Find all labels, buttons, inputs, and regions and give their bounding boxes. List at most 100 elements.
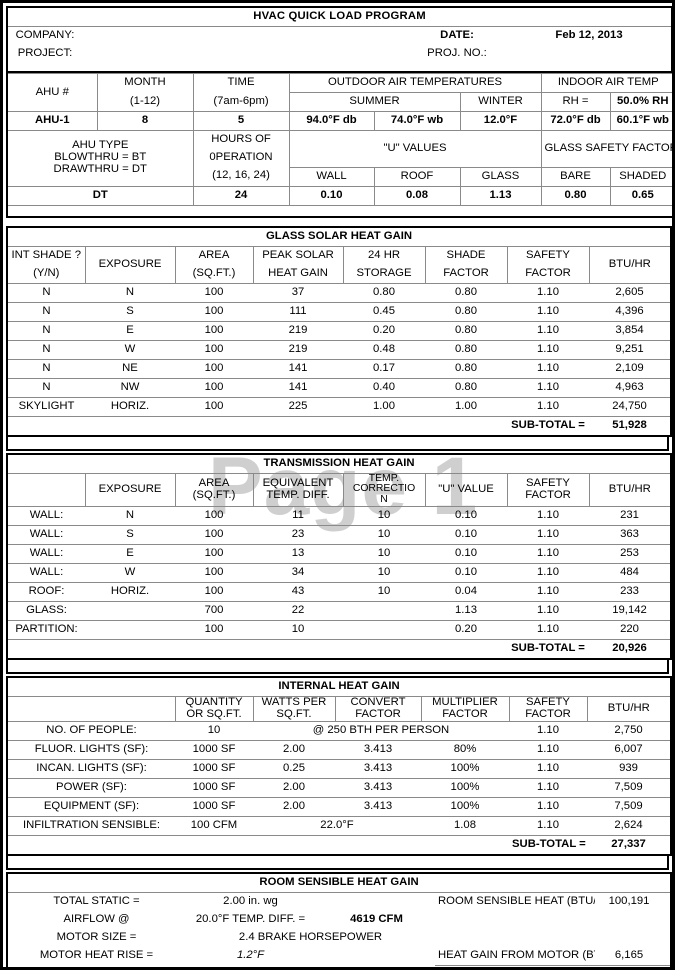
safety-cell[interactable]: 1.10 xyxy=(507,358,589,378)
int-shade-cell[interactable]: SKYLIGHT xyxy=(7,396,85,417)
area-cell[interactable]: 100 xyxy=(175,339,253,359)
u-roof-value[interactable]: 0.08 xyxy=(373,185,461,206)
company-value[interactable] xyxy=(82,27,252,46)
exposure-cell[interactable]: N xyxy=(85,506,175,526)
exposure-cell[interactable]: E xyxy=(85,544,175,564)
infiltration-quantity-cell[interactable]: 100 CFM xyxy=(175,815,253,836)
safety-cell[interactable]: 1.10 xyxy=(509,720,587,741)
int-shade-cell[interactable]: N xyxy=(7,282,85,302)
int-shade-cell[interactable]: N xyxy=(7,301,85,321)
area-cell[interactable]: 100 xyxy=(175,582,253,602)
quantity-cell[interactable]: 1000 SF xyxy=(175,739,253,760)
uvalue-cell[interactable]: 0.20 xyxy=(425,620,507,641)
table-row: WALL: S 100 23 10 0.10 1.10 363 xyxy=(7,525,672,545)
int-shade-cell[interactable]: N xyxy=(7,320,85,340)
indoor-db-value[interactable]: 72.0°F db xyxy=(540,111,611,131)
watts-cell[interactable]: 0.25 xyxy=(253,758,335,779)
safety-cell[interactable]: 1.10 xyxy=(507,320,589,340)
time-value[interactable]: 5 xyxy=(192,111,290,131)
watts-cell[interactable]: 2.00 xyxy=(253,739,335,760)
summer-db-value[interactable]: 94.0°F db xyxy=(288,111,375,131)
winter-value[interactable]: 12.0°F xyxy=(459,111,542,131)
exposure-cell[interactable]: NW xyxy=(85,377,175,397)
quantity-cell[interactable]: 1000 SF xyxy=(175,796,253,817)
exposure-cell[interactable] xyxy=(85,620,175,641)
exposure-cell[interactable] xyxy=(85,601,175,621)
quantity-header: QUANTITY OR SQ.FT. xyxy=(174,696,254,722)
total-static-value[interactable]: 2.00 in. wg xyxy=(223,895,278,908)
ahu-type-value[interactable]: DT xyxy=(6,185,194,206)
exposure-cell[interactable]: W xyxy=(85,339,175,359)
indoor-wb-value[interactable]: 60.1°F wb xyxy=(609,111,672,131)
motor-size-row: MOTOR SIZE = 2.4 BRAKE HORSEPOWER xyxy=(7,929,671,947)
area-cell[interactable]: 100 xyxy=(175,358,253,378)
safety-cell[interactable]: 1.10 xyxy=(507,396,589,417)
area-cell[interactable]: 700 xyxy=(175,601,253,621)
area-cell[interactable]: 100 xyxy=(175,563,253,583)
total-static-row: TOTAL STATIC = 2.00 in. wg ROOM SENSIBLE… xyxy=(7,892,671,911)
area-cell[interactable]: 100 xyxy=(175,506,253,526)
safety-cell[interactable]: 1.10 xyxy=(507,525,589,545)
exposure-cell[interactable]: NE xyxy=(85,358,175,378)
exposure-cell[interactable]: S xyxy=(85,525,175,545)
watts-cell[interactable]: 2.00 xyxy=(253,796,335,817)
safety-cell[interactable]: 1.10 xyxy=(507,544,589,564)
date-value[interactable]: Feb 12, 2013 xyxy=(555,29,623,42)
safety-cell[interactable]: 1.10 xyxy=(509,777,587,798)
rh-value[interactable]: 50.0% RH xyxy=(609,92,672,112)
safety-cell[interactable]: 1.10 xyxy=(509,739,587,760)
col-time-header: TIME xyxy=(192,73,290,93)
glass-shaded-value[interactable]: 0.65 xyxy=(609,185,672,206)
area-cell[interactable]: 100 xyxy=(175,301,253,321)
project-value[interactable] xyxy=(82,45,252,63)
airflow-temp-diff[interactable]: 20.0°F TEMP. DIFF. = xyxy=(195,913,306,926)
quantity-cell[interactable]: 1000 SF xyxy=(175,758,253,779)
safety-cell[interactable]: 1.10 xyxy=(509,815,587,836)
exposure-cell[interactable]: HORIZ. xyxy=(85,396,175,417)
watts-cell[interactable]: 2.00 xyxy=(253,777,335,798)
uvalue-cell: 0.04 xyxy=(425,582,507,602)
int-shade-cell[interactable]: N xyxy=(7,339,85,359)
area-cell[interactable]: 100 xyxy=(175,544,253,564)
proj-no-value[interactable] xyxy=(502,45,672,63)
safety-cell[interactable]: 1.10 xyxy=(507,339,589,359)
transmission-header-row: EXPOSURE AREA (SQ.FT.) EQUIVALENT TEMP. … xyxy=(7,472,672,508)
exposure-cell[interactable]: S xyxy=(85,301,175,321)
internal-title: INTERNAL HEAT GAIN xyxy=(7,676,672,698)
int-shade-cell[interactable]: N xyxy=(7,358,85,378)
ahu-number-value[interactable]: AHU-1 xyxy=(6,111,98,131)
safety-cell[interactable]: 1.10 xyxy=(507,506,589,526)
area-cell[interactable]: 100 xyxy=(175,320,253,340)
safety-cell[interactable]: 1.10 xyxy=(509,758,587,779)
exposure-cell[interactable]: N xyxy=(85,282,175,302)
glass-bare-value[interactable]: 0.80 xyxy=(540,185,611,206)
safety-cell[interactable]: 1.10 xyxy=(507,377,589,397)
exposure-cell[interactable]: HORIZ. xyxy=(85,582,175,602)
quantity-cell[interactable]: 1000 SF xyxy=(175,777,253,798)
exposure-cell[interactable]: W xyxy=(85,563,175,583)
people-quantity-cell[interactable]: 10 xyxy=(175,720,253,741)
ahu-type-values-row: DT 24 0.10 0.08 1.13 0.80 0.65 xyxy=(6,185,672,206)
subtotal-label: SUB-TOTAL = xyxy=(507,415,589,436)
summer-wb-value[interactable]: 74.0°F wb xyxy=(373,111,461,131)
month-value[interactable]: 8 xyxy=(96,111,194,131)
etd-cell[interactable]: 10 xyxy=(253,620,343,641)
u-wall-value[interactable]: 0.10 xyxy=(288,185,375,206)
safety-cell[interactable]: 1.10 xyxy=(507,301,589,321)
safety-cell[interactable]: 1.10 xyxy=(507,620,589,641)
area-cell[interactable]: 100 xyxy=(175,620,253,641)
exposure-cell[interactable]: E xyxy=(85,320,175,340)
safety-cell[interactable]: 1.10 xyxy=(509,796,587,817)
area-cell[interactable]: 100 xyxy=(175,377,253,397)
safety-cell[interactable]: 1.10 xyxy=(507,282,589,302)
safety-cell[interactable]: 1.10 xyxy=(507,563,589,583)
convert-cell: 3.413 xyxy=(335,739,421,760)
hours-value[interactable]: 24 xyxy=(192,185,290,206)
int-shade-cell[interactable]: N xyxy=(7,377,85,397)
area-cell[interactable]: 100 xyxy=(175,282,253,302)
area-cell[interactable]: 100 xyxy=(175,396,253,417)
area-cell[interactable]: 100 xyxy=(175,525,253,545)
u-glass-value[interactable]: 1.13 xyxy=(459,185,542,206)
safety-cell[interactable]: 1.10 xyxy=(507,601,589,621)
safety-cell[interactable]: 1.10 xyxy=(507,582,589,602)
